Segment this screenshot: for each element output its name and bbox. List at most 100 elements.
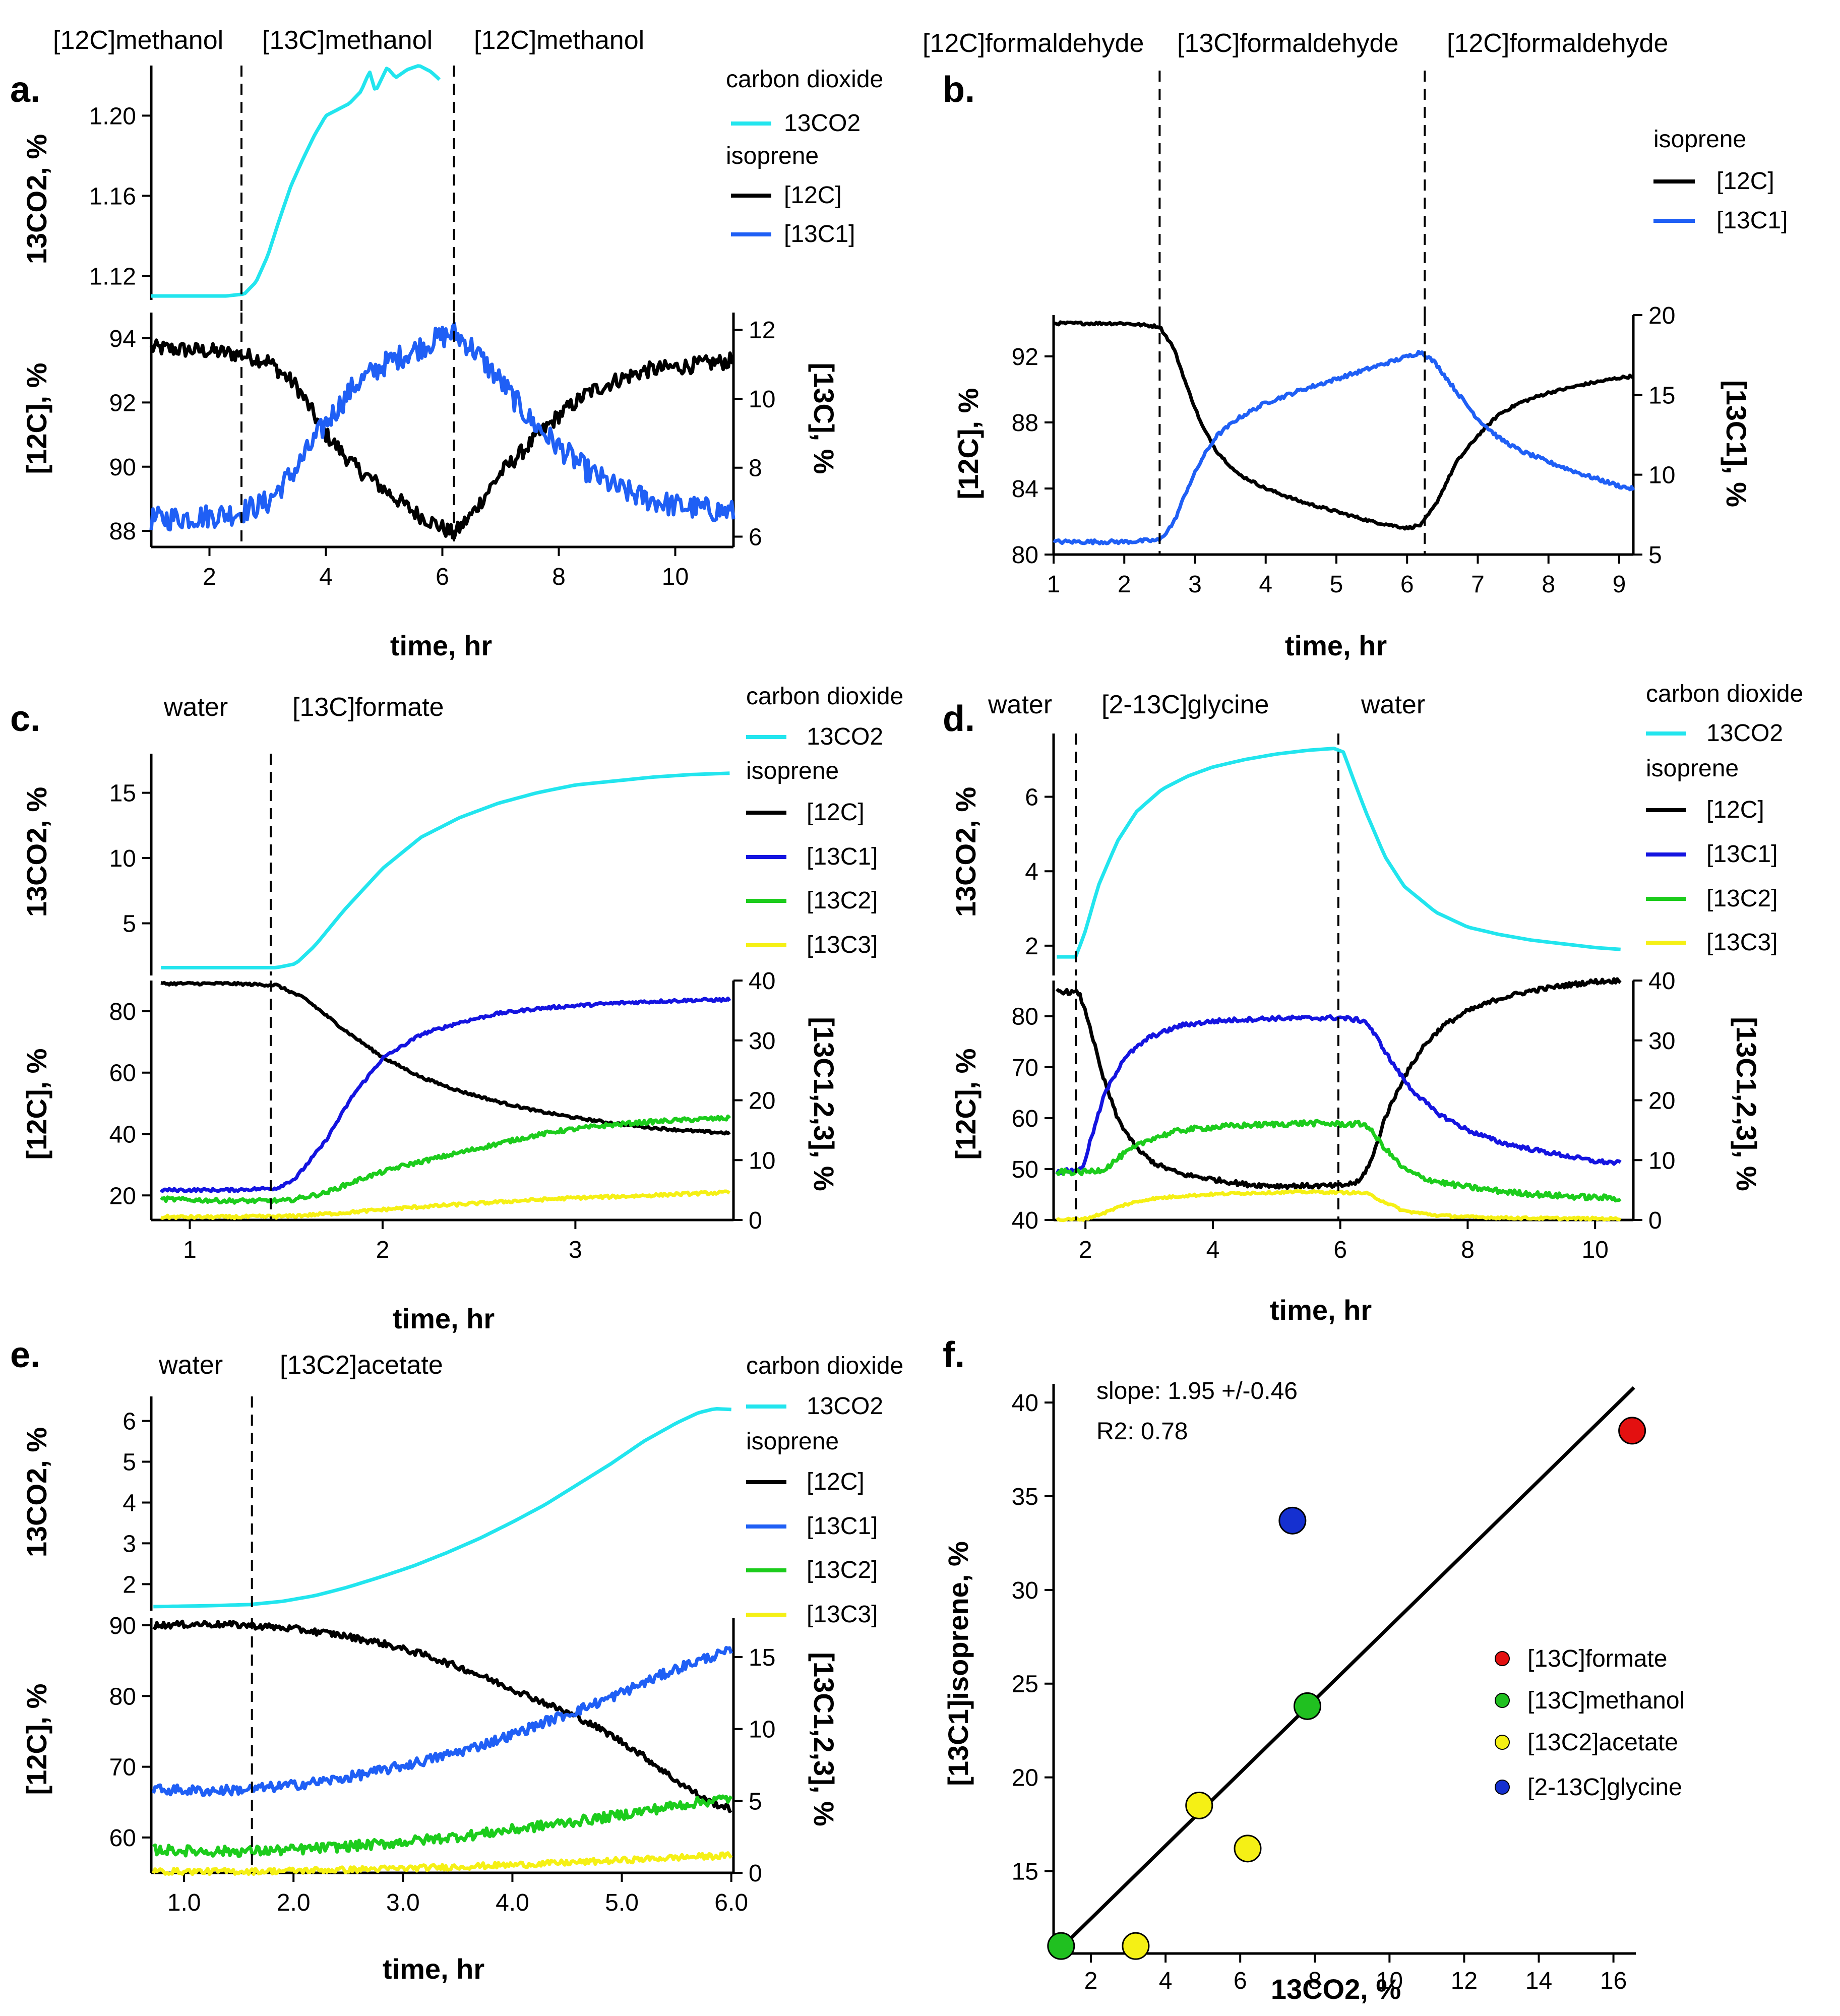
- y-tick-label-left: 20: [109, 1183, 136, 1209]
- y-tick-label-top: 6: [122, 1409, 136, 1435]
- panel-a-ylabel-right: [13C], %: [808, 363, 840, 474]
- legend-f-methanol-swatch: [1495, 1693, 1510, 1708]
- legend-a-co2-head: carbon dioxide: [726, 66, 883, 93]
- panel-d-phase-1: water: [988, 690, 1052, 719]
- x-tick-label: 16: [1600, 1968, 1627, 1994]
- legend-a-co2: 13CO2: [784, 110, 861, 137]
- panel-a-phase-1: [12C]methanol: [53, 26, 223, 55]
- legend-e-co2-head: carbon dioxide: [746, 1353, 903, 1379]
- legend-b-13c1: [13C1]: [1716, 207, 1788, 234]
- y-tick-label-right: 10: [749, 1147, 775, 1174]
- legend-a-13c1: [13C1]: [784, 221, 855, 248]
- series-13CO2: [1057, 747, 1621, 959]
- legend-e-13c1: [13C1]: [807, 1513, 878, 1540]
- y-tick-label-left: 40: [1012, 1207, 1038, 1234]
- panel-c-xlabel: time, hr: [393, 1303, 495, 1334]
- panel-c-letter: c.: [10, 699, 40, 739]
- panel-e-co2-axes: 2 3 4 5 6: [122, 1396, 731, 1611]
- x-tick-label: 7: [1471, 571, 1485, 598]
- series-[13C2]: [1055, 1119, 1622, 1203]
- y-tick-label: 15: [1012, 1858, 1038, 1885]
- panel-a-legend: carbon dioxide 13CO2 isoprene [12C] [13C…: [726, 66, 883, 248]
- y-tick-label-left: 94: [109, 326, 136, 352]
- panel-f-r2: R2: 0.78: [1096, 1418, 1188, 1445]
- y-tick-label-right: 10: [1648, 1147, 1675, 1174]
- x-tick-label: 8: [1461, 1237, 1475, 1263]
- panel-e-ylabel-left: [12C], %: [21, 1684, 52, 1795]
- y-tick-label-left: 92: [109, 390, 136, 416]
- legend-e-13c2: [13C2]: [807, 1557, 878, 1583]
- y-tick-label-left: 40: [109, 1121, 136, 1148]
- series-13CO2: [151, 64, 441, 298]
- y-tick-label-left: 60: [109, 1060, 136, 1087]
- legend-c-13c1: [13C1]: [807, 843, 878, 870]
- y-tick-label-left: 70: [109, 1754, 136, 1781]
- panel-c-ylabel-top: 13CO2, %: [21, 787, 52, 917]
- series-[12C]: [1053, 320, 1634, 531]
- legend-d-co2-head: carbon dioxide: [1646, 681, 1803, 707]
- y-tick-label-top: 4: [122, 1490, 136, 1516]
- y-tick-label-left: 80: [109, 999, 136, 1025]
- y-tick-label-right: 15: [749, 1644, 775, 1671]
- panel-d-isoprene-axes: 40 50 60 70 80 0 10 20 30 40 2 4 6 8 10: [1012, 968, 1676, 1263]
- panel-f-ylabel: [13C1]isoprene, %: [942, 1541, 974, 1786]
- panel-a-xlabel: time, hr: [390, 630, 492, 661]
- y-tick-label-right: 20: [1648, 1088, 1675, 1115]
- legend-a-iso-head: isoprene: [726, 143, 819, 169]
- y-tick-label-left: 80: [1012, 1004, 1038, 1030]
- fit-line: [1060, 1386, 1635, 1949]
- x-tick-label: 2: [203, 564, 216, 590]
- y-tick-label-top: 1.16: [89, 183, 136, 210]
- series-[12C]: [152, 1619, 732, 1813]
- series-[13C3]: [160, 1189, 730, 1220]
- panel-f-xlabel: 13CO2, %: [1271, 1973, 1401, 2005]
- panel-e-xlabel: time, hr: [383, 1953, 484, 1985]
- y-tick-label-right: 5: [749, 1788, 762, 1815]
- panel-e-phase-2: [13C2]acetate: [280, 1351, 443, 1380]
- x-tick-label: 6.0: [714, 1889, 748, 1916]
- x-tick-label: 10: [1581, 1237, 1608, 1263]
- panel-a: a. [12C]methanol [13C]methanol [12C]meth…: [10, 26, 883, 661]
- point-[2-13C]glycine: [1278, 1506, 1307, 1535]
- series-[13C1]: [151, 1646, 733, 1797]
- panel-a-co2-axes: 1.12 1.16 1.20: [89, 64, 455, 300]
- legend-c-12c: [12C]: [807, 799, 865, 826]
- series-[13C1]: [159, 996, 731, 1193]
- legend-c-iso-head: isoprene: [746, 758, 839, 784]
- legend-d-13c1: [13C1]: [1706, 841, 1777, 868]
- y-tick-label-right: 0: [1648, 1207, 1662, 1234]
- y-tick-label-top: 1.20: [89, 103, 136, 130]
- legend-d-co2: 13CO2: [1706, 720, 1783, 747]
- y-tick-label-right: 5: [1648, 542, 1662, 569]
- y-tick-label-top: 6: [1025, 784, 1038, 811]
- legend-d-12c: [12C]: [1706, 797, 1764, 823]
- legend-f-formate-swatch: [1495, 1651, 1510, 1666]
- legend-f-acetate-swatch: [1495, 1735, 1510, 1750]
- y-tick-label: 40: [1012, 1390, 1038, 1417]
- panel-a-letter: a.: [10, 70, 40, 110]
- panel-c-isoprene-axes: 20 40 60 80 0 10 20 30 40 1 2 3: [109, 968, 776, 1263]
- x-tick-label: 4: [1259, 571, 1272, 598]
- panel-c-phase-2: [13C]formate: [292, 693, 444, 722]
- y-tick-label-top: 4: [1025, 859, 1038, 885]
- legend-c-co2-head: carbon dioxide: [746, 683, 903, 710]
- x-tick-label: 3.0: [386, 1889, 420, 1916]
- legend-f-methanol: [13C]methanol: [1527, 1687, 1685, 1714]
- panel-e-letter: e.: [10, 1335, 40, 1375]
- y-tick-label-top: 5: [122, 1449, 136, 1476]
- y-tick-label-left: 90: [109, 1613, 136, 1639]
- series-[13C3]: [152, 1851, 733, 1876]
- series-13CO2: [153, 1407, 731, 1609]
- y-tick-label-right: 12: [749, 317, 775, 344]
- legend-d-13c2: [13C2]: [1706, 885, 1777, 912]
- series-[13C2]: [160, 1114, 731, 1205]
- series-13CO2: [161, 771, 730, 969]
- y-tick-label-right: 30: [749, 1028, 775, 1055]
- panel-f-legend: [13C]formate [13C]methanol [13C2]acetate…: [1495, 1645, 1685, 1801]
- point-[13C2]acetate: [1234, 1835, 1262, 1863]
- panel-b-isoprene-axes: 80 84 88 92 5 10 15 20 1 2 3 4 5 6 7 8 9: [1012, 71, 1675, 598]
- y-tick-label: 35: [1012, 1484, 1038, 1510]
- legend-e-12c: [12C]: [807, 1469, 865, 1495]
- legend-e-iso-head: isoprene: [746, 1428, 839, 1455]
